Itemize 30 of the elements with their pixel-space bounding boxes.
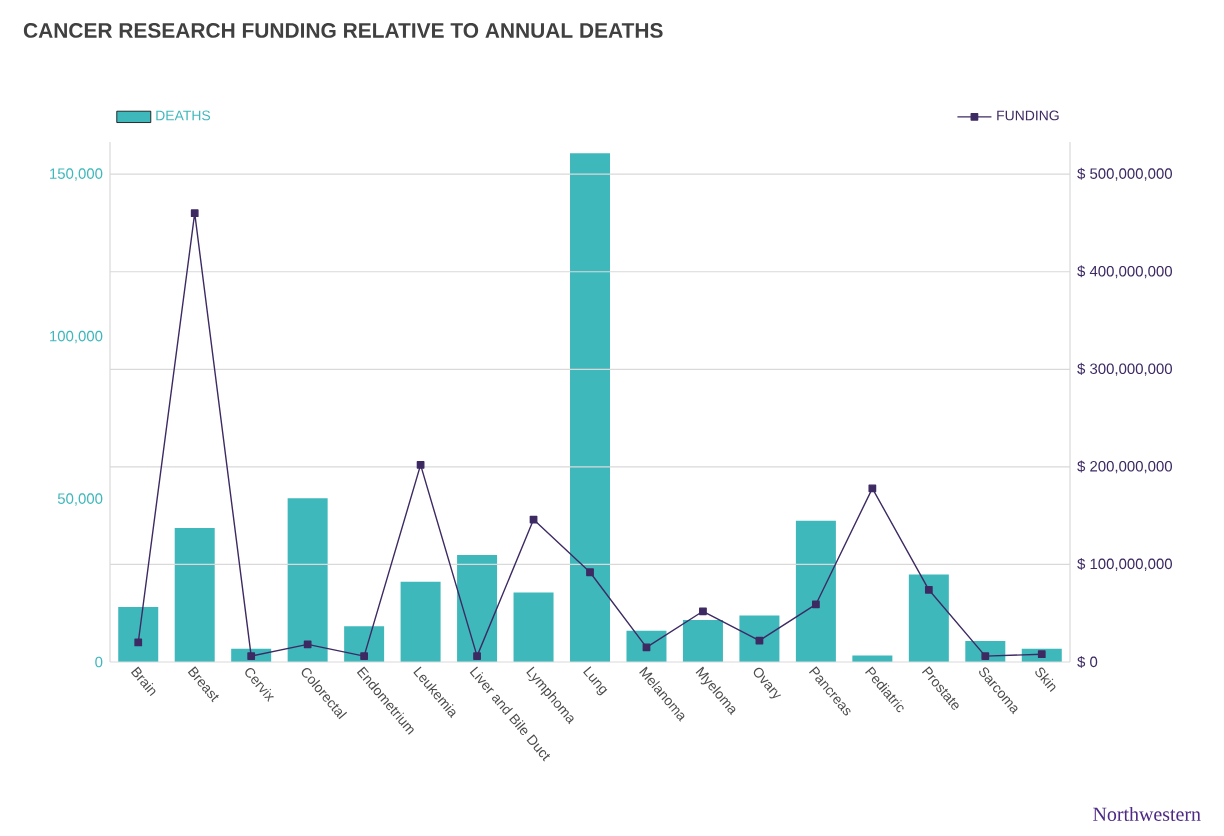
- bar: [174, 528, 215, 662]
- point: [473, 652, 481, 661]
- bar: [400, 581, 441, 662]
- point: [586, 568, 594, 577]
- point: [303, 640, 312, 649]
- bar: [908, 574, 949, 662]
- point: [642, 643, 651, 652]
- point: [812, 600, 820, 609]
- bar: [570, 153, 611, 662]
- point: [247, 652, 256, 661]
- point: [981, 652, 990, 661]
- bar: [513, 592, 554, 662]
- text: Northwestern: [1093, 806, 1201, 821]
- point: [134, 638, 143, 647]
- point: [416, 461, 425, 469]
- bar: [739, 615, 780, 662]
- bar: [795, 520, 836, 662]
- point: [868, 484, 877, 493]
- point: [360, 652, 369, 661]
- bar: [344, 626, 385, 662]
- bar: [457, 555, 498, 662]
- point: [1037, 650, 1046, 659]
- point: [924, 585, 933, 594]
- bar: [287, 498, 328, 662]
- bar: [626, 630, 667, 662]
- point: [190, 209, 199, 218]
- point: [699, 607, 707, 616]
- bar: [118, 607, 159, 662]
- chart-title: CANCER RESEARCH FUNDING RELATIVE TO ANNUAL DEATHS: [23, 23, 663, 38]
- bar: [682, 620, 723, 662]
